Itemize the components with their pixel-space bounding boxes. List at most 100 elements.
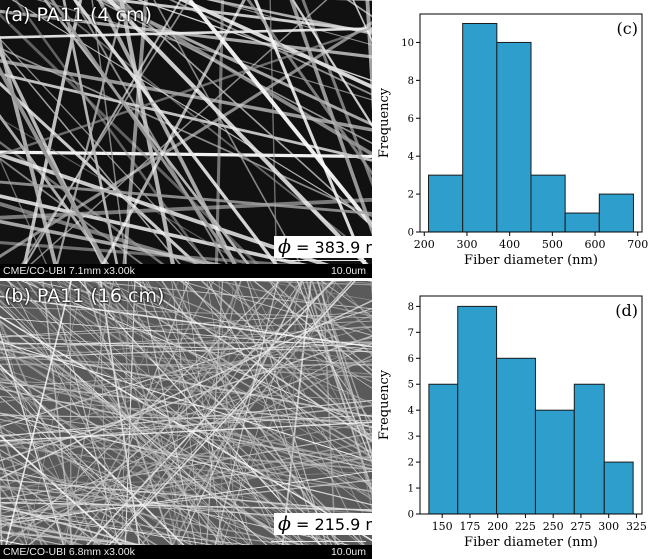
x-tick-label: 175	[459, 520, 480, 533]
sem-fibers-b	[0, 281, 372, 545]
phi-symbol-a: ϕ	[278, 236, 291, 258]
y-axis-label: Frequency	[377, 369, 392, 440]
fiber	[124, 281, 136, 545]
fiber	[370, 281, 372, 298]
fiber	[0, 317, 372, 350]
fiber	[0, 486, 48, 545]
fiber	[94, 281, 327, 545]
panel-label-a: (a) PA11 (4 cm)	[4, 4, 152, 26]
fiber	[0, 519, 84, 545]
y-tick-label: 8	[408, 76, 414, 87]
fiber	[187, 0, 372, 229]
fiber	[95, 0, 372, 145]
fiber	[320, 281, 372, 317]
fiber	[99, 281, 141, 545]
fiber	[11, 0, 372, 222]
info-right-b: 10.0um	[330, 546, 366, 558]
fiber	[7, 281, 347, 545]
fiber	[0, 434, 123, 545]
fiber	[0, 194, 308, 264]
fiber	[0, 463, 34, 545]
fiber	[136, 0, 372, 82]
x-tick-label: 600	[585, 238, 606, 251]
fiber	[239, 281, 372, 286]
fiber	[25, 281, 83, 545]
y-tick-label: 6	[408, 354, 414, 365]
fiber	[101, 0, 246, 264]
fiber	[98, 281, 220, 545]
histogram-panel-label: (d)	[615, 301, 638, 320]
fiber	[14, 0, 209, 264]
fiber	[21, 0, 190, 264]
fiber	[94, 281, 365, 545]
fiber	[0, 326, 372, 424]
fiber	[253, 0, 367, 264]
fiber	[0, 522, 138, 545]
fiber	[0, 358, 372, 471]
fiber	[321, 281, 337, 545]
fiber	[366, 281, 372, 282]
fiber	[0, 283, 372, 365]
fiber	[0, 299, 372, 480]
x-tick-label: 300	[456, 238, 477, 251]
fiber	[104, 281, 372, 405]
y-tick-label: 1	[408, 484, 414, 495]
fiber	[106, 0, 369, 264]
fiber	[0, 354, 372, 543]
sem-image-a: (a) PA11 (4 cm) ϕ = 383.9 nm CME/CO-UBI …	[0, 0, 372, 278]
fiber	[0, 335, 372, 462]
fiber	[0, 449, 158, 545]
fiber	[69, 281, 72, 545]
fiber	[0, 219, 223, 264]
fiber	[0, 506, 295, 545]
fiber	[261, 281, 372, 301]
fiber	[0, 421, 372, 492]
fiber	[0, 364, 185, 545]
y-tick-label: 7	[408, 328, 414, 339]
fiber	[0, 454, 372, 527]
y-tick-label: 6	[408, 114, 414, 125]
fiber	[0, 531, 66, 545]
fiber	[57, 281, 251, 545]
fiber	[185, 281, 372, 490]
y-axis-label: Frequency	[377, 87, 392, 158]
fiber	[346, 0, 372, 18]
histogram-bar	[496, 357, 536, 515]
histogram-bar	[530, 174, 566, 233]
fiber	[16, 281, 229, 545]
info-right-a: 10.0um	[330, 265, 366, 277]
y-tick-label: 4	[408, 406, 414, 417]
sem-image-b: (b) PA11 (16 cm) ϕ = 215.9 nm CME/CO-UBI…	[0, 281, 372, 559]
fiber	[0, 421, 372, 442]
plot-frame	[419, 295, 643, 515]
fiber	[104, 0, 372, 33]
histogram-bar	[428, 383, 459, 515]
fiber	[64, 281, 372, 458]
fiber	[0, 412, 191, 545]
diameter-value-b: = 215.9 nm	[296, 515, 372, 534]
fiber	[0, 414, 372, 436]
info-left-a: CME/CO-UBI 7.1mm x3.00k	[3, 265, 135, 277]
fiber	[0, 66, 108, 264]
histogram-bar	[598, 193, 634, 233]
fiber	[0, 345, 290, 545]
x-tick-label: 500	[542, 238, 563, 251]
x-tick-label: 275	[570, 520, 591, 533]
fiber	[269, 281, 372, 372]
plot-frame	[419, 13, 643, 233]
fiber	[5, 281, 72, 545]
panel-label-b: (b) PA11 (16 cm)	[4, 285, 165, 307]
scale-bar-a	[271, 260, 366, 266]
histogram-bar	[496, 41, 532, 233]
histogram-bar	[428, 174, 464, 233]
fiber	[0, 305, 268, 545]
fiber	[24, 0, 182, 264]
fiber	[206, 281, 251, 545]
histogram-bar	[603, 461, 634, 515]
fiber	[0, 300, 210, 545]
fiber	[296, 281, 372, 464]
fiber	[0, 384, 173, 545]
fiber	[0, 508, 214, 545]
y-tick-label: 8	[408, 302, 414, 313]
fiber	[0, 158, 47, 264]
